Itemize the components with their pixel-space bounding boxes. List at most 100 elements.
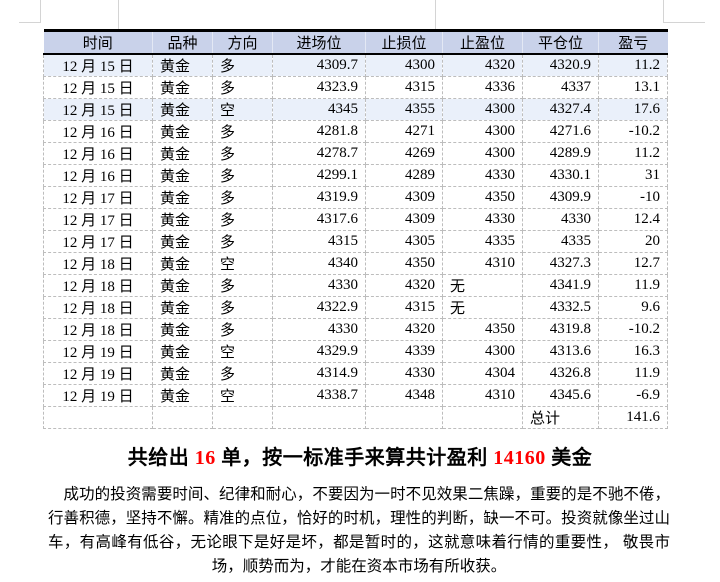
cell-product[interactable]: 黄金	[152, 186, 213, 209]
cell-entry[interactable]: 4340	[272, 252, 366, 275]
cell-entry[interactable]: 4317.6	[272, 208, 366, 231]
cell-time[interactable]: 12 月 15 日	[43, 76, 153, 99]
cell-direction[interactable]: 多	[212, 120, 273, 143]
cell-entry[interactable]: 4281.8	[272, 120, 366, 143]
cell-close[interactable]: 4337	[522, 76, 599, 99]
cell-product[interactable]: 黄金	[152, 274, 213, 297]
cell-empty[interactable]	[442, 406, 523, 429]
cell-entry[interactable]: 4323.9	[272, 76, 366, 99]
cell-take-profit[interactable]: 无	[442, 274, 523, 297]
cell-time[interactable]: 12 月 19 日	[43, 384, 153, 407]
cell-stop-loss[interactable]: 4269	[365, 142, 443, 165]
cell-time[interactable]: 12 月 18 日	[43, 318, 153, 341]
cell-product[interactable]: 黄金	[152, 340, 213, 363]
cell-time[interactable]: 12 月 18 日	[43, 274, 153, 297]
cell-pnl[interactable]: 11.2	[598, 53, 668, 77]
cell-stop-loss[interactable]: 4330	[365, 362, 443, 385]
cell-entry[interactable]: 4329.9	[272, 340, 366, 363]
cell-pnl[interactable]: 13.1	[598, 76, 668, 99]
cell-pnl[interactable]: -6.9	[598, 384, 668, 407]
cell-time[interactable]: 12 月 18 日	[43, 252, 153, 275]
cell-close[interactable]: 4289.9	[522, 142, 599, 165]
cell-time[interactable]: 12 月 18 日	[43, 296, 153, 319]
cell-direction[interactable]: 空	[212, 384, 273, 407]
cell-close[interactable]: 4335	[522, 230, 599, 253]
cell-product[interactable]: 黄金	[152, 230, 213, 253]
col-header-stop-loss[interactable]: 止损位	[365, 29, 443, 55]
cell-entry[interactable]: 4330	[272, 274, 366, 297]
cell-time[interactable]: 12 月 15 日	[43, 53, 153, 77]
cell-pnl[interactable]: 16.3	[598, 340, 668, 363]
cell-product[interactable]: 黄金	[152, 98, 213, 121]
cell-take-profit[interactable]: 4310	[442, 384, 523, 407]
cell-close[interactable]: 4327.4	[522, 98, 599, 121]
total-value[interactable]: 141.6	[598, 406, 668, 429]
cell-time[interactable]: 12 月 19 日	[43, 340, 153, 363]
cell-entry[interactable]: 4345	[272, 98, 366, 121]
cell-close[interactable]: 4309.9	[522, 186, 599, 209]
cell-take-profit[interactable]: 无	[442, 296, 523, 319]
cell-pnl[interactable]: 17.6	[598, 98, 668, 121]
cell-direction[interactable]: 多	[212, 274, 273, 297]
cell-stop-loss[interactable]: 4305	[365, 230, 443, 253]
cell-close[interactable]: 4327.3	[522, 252, 599, 275]
cell-entry[interactable]: 4319.9	[272, 186, 366, 209]
cell-direction[interactable]: 空	[212, 98, 273, 121]
cell-entry[interactable]: 4322.9	[272, 296, 366, 319]
col-header-pnl[interactable]: 盈亏	[598, 29, 668, 55]
cell-stop-loss[interactable]: 4348	[365, 384, 443, 407]
cell-entry[interactable]: 4338.7	[272, 384, 366, 407]
cell-pnl[interactable]: 31	[598, 164, 668, 187]
cell-take-profit[interactable]: 4335	[442, 230, 523, 253]
cell-time[interactable]: 12 月 17 日	[43, 230, 153, 253]
cell-close[interactable]: 4271.6	[522, 120, 599, 143]
cell-product[interactable]: 黄金	[152, 76, 213, 99]
cell-product[interactable]: 黄金	[152, 252, 213, 275]
cell-stop-loss[interactable]: 4315	[365, 296, 443, 319]
cell-empty[interactable]	[152, 406, 213, 429]
cell-stop-loss[interactable]: 4289	[365, 164, 443, 187]
cell-entry[interactable]: 4314.9	[272, 362, 366, 385]
cell-time[interactable]: 12 月 17 日	[43, 186, 153, 209]
cell-empty[interactable]	[365, 406, 443, 429]
cell-time[interactable]: 12 月 16 日	[43, 120, 153, 143]
cell-time[interactable]: 12 月 16 日	[43, 142, 153, 165]
cell-product[interactable]: 黄金	[152, 318, 213, 341]
cell-product[interactable]: 黄金	[152, 53, 213, 77]
cell-pnl[interactable]: 20	[598, 230, 668, 253]
cell-entry[interactable]: 4330	[272, 318, 366, 341]
cell-pnl[interactable]: 11.9	[598, 274, 668, 297]
col-header-product[interactable]: 品种	[152, 29, 213, 55]
cell-take-profit[interactable]: 4300	[442, 142, 523, 165]
cell-stop-loss[interactable]: 4350	[365, 252, 443, 275]
cell-take-profit[interactable]: 4300	[442, 340, 523, 363]
cell-direction[interactable]: 多	[212, 362, 273, 385]
cell-close[interactable]: 4320.9	[522, 53, 599, 77]
cell-stop-loss[interactable]: 4315	[365, 76, 443, 99]
cell-pnl[interactable]: 11.9	[598, 362, 668, 385]
cell-direction[interactable]: 多	[212, 53, 273, 77]
cell-stop-loss[interactable]: 4309	[365, 186, 443, 209]
cell-take-profit[interactable]: 4300	[442, 120, 523, 143]
cell-empty[interactable]	[212, 406, 273, 429]
cell-take-profit[interactable]: 4350	[442, 186, 523, 209]
cell-empty[interactable]	[43, 406, 153, 429]
cell-product[interactable]: 黄金	[152, 142, 213, 165]
cell-close[interactable]: 4341.9	[522, 274, 599, 297]
cell-take-profit[interactable]: 4330	[442, 164, 523, 187]
cell-direction[interactable]: 多	[212, 76, 273, 99]
cell-product[interactable]: 黄金	[152, 384, 213, 407]
col-header-entry[interactable]: 进场位	[272, 29, 366, 55]
cell-stop-loss[interactable]: 4355	[365, 98, 443, 121]
cell-pnl[interactable]: 9.6	[598, 296, 668, 319]
cell-product[interactable]: 黄金	[152, 208, 213, 231]
cell-direction[interactable]: 多	[212, 318, 273, 341]
cell-close[interactable]: 4326.8	[522, 362, 599, 385]
cell-direction[interactable]: 空	[212, 252, 273, 275]
cell-entry[interactable]: 4315	[272, 230, 366, 253]
cell-close[interactable]: 4330.1	[522, 164, 599, 187]
cell-stop-loss[interactable]: 4300	[365, 53, 443, 77]
cell-direction[interactable]: 多	[212, 230, 273, 253]
cell-take-profit[interactable]: 4320	[442, 53, 523, 77]
col-header-time[interactable]: 时间	[43, 29, 153, 55]
